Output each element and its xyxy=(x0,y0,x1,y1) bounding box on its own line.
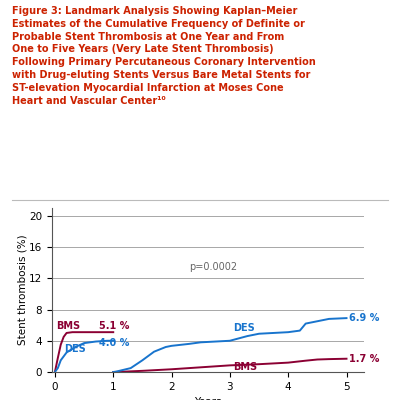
Text: 5.1 %: 5.1 % xyxy=(99,321,129,331)
X-axis label: Years: Years xyxy=(194,397,222,400)
Text: 4.0 %: 4.0 % xyxy=(99,338,129,348)
Text: Figure 3: Landmark Analysis Showing Kaplan–Meier
Estimates of the Cumulative Fre: Figure 3: Landmark Analysis Showing Kapl… xyxy=(12,6,316,106)
Text: 6.9 %: 6.9 % xyxy=(350,313,380,323)
Y-axis label: Stent thrombosis (%): Stent thrombosis (%) xyxy=(18,235,28,345)
Text: DES: DES xyxy=(64,344,86,354)
Text: p=0.0002: p=0.0002 xyxy=(189,262,237,272)
Text: BMS: BMS xyxy=(233,362,257,372)
Text: 1.7 %: 1.7 % xyxy=(350,354,380,364)
Text: DES: DES xyxy=(233,323,254,333)
Text: BMS: BMS xyxy=(56,322,80,332)
